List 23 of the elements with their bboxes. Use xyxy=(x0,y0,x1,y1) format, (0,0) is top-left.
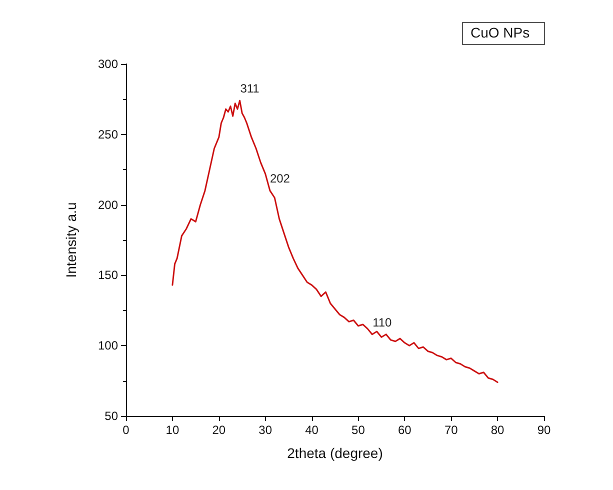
y-tick-label: 150 xyxy=(98,268,118,282)
y-axis-title: Intensity a.u xyxy=(63,202,79,278)
x-tick-label: 60 xyxy=(398,423,412,437)
y-tick-label: 200 xyxy=(98,198,118,212)
x-tick-label: 90 xyxy=(537,423,551,437)
y-tick-label: 300 xyxy=(98,57,118,71)
x-tick-label: 10 xyxy=(166,423,180,437)
x-tick-label: 20 xyxy=(212,423,226,437)
x-tick-label: 80 xyxy=(490,423,505,437)
x-tick-label: 30 xyxy=(258,423,272,437)
annotation: 202 xyxy=(270,172,290,186)
x-tick-label: 40 xyxy=(305,423,319,437)
y-tick-label: 250 xyxy=(98,127,118,142)
annotation: 311 xyxy=(240,82,260,96)
y-tick-label: 50 xyxy=(104,409,118,423)
x-axis-title: 2theta (degree) xyxy=(287,445,383,461)
x-tick-label: 0 xyxy=(122,423,130,437)
annotation: 110 xyxy=(372,315,392,330)
line-series xyxy=(172,100,498,383)
text: CuO NPs xyxy=(470,24,530,40)
x-tick-label: 50 xyxy=(352,423,366,437)
y-tick-label: 100 xyxy=(98,338,118,353)
x-tick-label: 70 xyxy=(444,423,458,437)
